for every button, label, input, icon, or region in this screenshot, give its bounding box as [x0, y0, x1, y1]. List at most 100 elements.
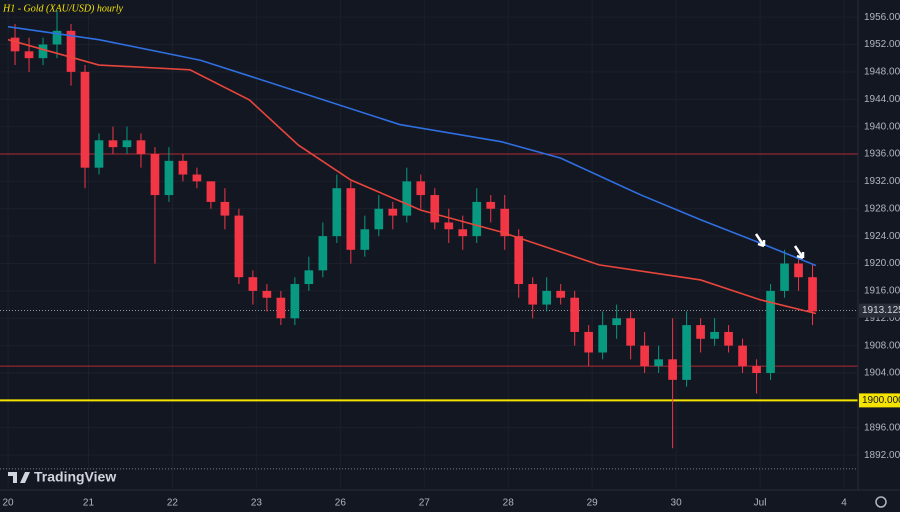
y-tick-label: 1904.000 [864, 368, 900, 379]
x-tick-label: 20 [2, 498, 14, 509]
candle-body [304, 270, 314, 285]
candle-body [234, 215, 244, 278]
candle-body [696, 325, 705, 339]
candle-body [248, 277, 258, 291]
x-tick-label: 26 [335, 498, 347, 509]
logo-icon [8, 472, 30, 483]
candle-body [136, 140, 146, 154]
logo-text: TradingView [34, 469, 116, 485]
axes: 1956.000 1952.000 1948.000 1944.000 1940.000… [2, 12, 900, 509]
y-tick-label: 1936.000 [864, 149, 900, 160]
candle-body [710, 331, 719, 339]
moving-average [7, 38, 817, 315]
candle-body [612, 318, 621, 326]
candle-body [388, 208, 398, 216]
price-badge-label: 1900.000 [862, 395, 900, 406]
candle-body [598, 325, 608, 353]
candle-body [472, 201, 482, 237]
candle-body [738, 345, 747, 367]
candle-body [290, 284, 300, 319]
candle-body [360, 229, 370, 250]
y-tick-label: 1916.000 [864, 286, 900, 297]
candle-body [80, 71, 90, 168]
settings-icon[interactable] [875, 496, 887, 508]
y-tick-label: 1932.000 [864, 176, 900, 187]
y-tick-label: 1956.000 [864, 12, 900, 23]
candle-body [640, 345, 649, 367]
candle-body [94, 140, 104, 168]
candle-body [766, 290, 775, 374]
x-tick-label: 22 [167, 498, 179, 509]
candle-body [24, 51, 34, 59]
candle-body [192, 174, 202, 182]
candle-body [724, 331, 733, 346]
candle-body [528, 284, 538, 305]
candle-body [374, 208, 384, 230]
y-tick-label: 1912.000 [864, 313, 900, 324]
candle-body [500, 208, 510, 237]
arrows [754, 233, 805, 260]
y-tick-label: 1908.000 [864, 340, 900, 351]
candle-body [808, 277, 817, 312]
candle-body [164, 160, 174, 196]
candle-body [318, 236, 328, 271]
candle-body [794, 263, 803, 278]
price-badge [859, 393, 900, 408]
x-tick-label: 4 [841, 498, 847, 509]
x-tick-label: 23 [251, 498, 263, 509]
candle-body [542, 290, 552, 305]
y-tick-label: 1896.000 [864, 422, 900, 433]
y-tick-label: 1952.000 [864, 39, 900, 50]
candle-body [416, 181, 426, 196]
logo: TradingView [8, 469, 116, 485]
candle-body [206, 181, 216, 202]
plot [0, 10, 858, 470]
candle-body [38, 44, 48, 59]
candle-body [332, 188, 342, 237]
chart-title: H1 - Gold (XAU/USD) hourly [2, 3, 124, 14]
x-tick-label: 27 [419, 498, 431, 509]
candle-body [346, 188, 356, 250]
y-tick-label: 1944.000 [864, 94, 900, 105]
candle-body [178, 160, 188, 175]
candle-body [220, 201, 230, 216]
candle-body [682, 325, 691, 380]
candle-body [122, 140, 132, 148]
candle-body [668, 359, 677, 380]
y-tick-label: 1940.000 [864, 121, 900, 132]
candle-body [10, 37, 20, 52]
y-tick-label: 1920.000 [864, 258, 900, 269]
x-tick-label: 21 [83, 498, 95, 509]
moving-average [7, 25, 817, 267]
candle-body [626, 318, 635, 346]
candle-body [430, 195, 440, 223]
x-tick-label: 28 [503, 498, 515, 509]
candle-body [66, 30, 76, 72]
current-price-label: 1913.125 [862, 305, 900, 316]
y-tick-label: 1892.000 [864, 450, 900, 461]
y-tick-label: 1924.000 [864, 231, 900, 242]
candle-body [458, 229, 468, 237]
candle-body [780, 263, 789, 291]
y-tick-label: 1928.000 [864, 203, 900, 214]
candle-body [276, 297, 286, 319]
candle-body [402, 181, 412, 216]
current-price-badge [859, 303, 900, 318]
arrow [793, 245, 805, 260]
candle-body [556, 290, 566, 298]
x-tick-label: Jul [754, 498, 767, 509]
candle-body [570, 297, 580, 332]
candle-body [654, 359, 663, 367]
y-tick-label: 1948.000 [864, 67, 900, 78]
candle-body [150, 153, 160, 196]
candle-body [514, 236, 524, 285]
candle-body [52, 30, 62, 45]
candle-body [486, 201, 496, 209]
candle-body [108, 140, 118, 148]
x-tick-label: 29 [587, 498, 599, 509]
candle-body [262, 290, 272, 298]
candle-body [752, 366, 761, 374]
candle-body [444, 222, 454, 230]
